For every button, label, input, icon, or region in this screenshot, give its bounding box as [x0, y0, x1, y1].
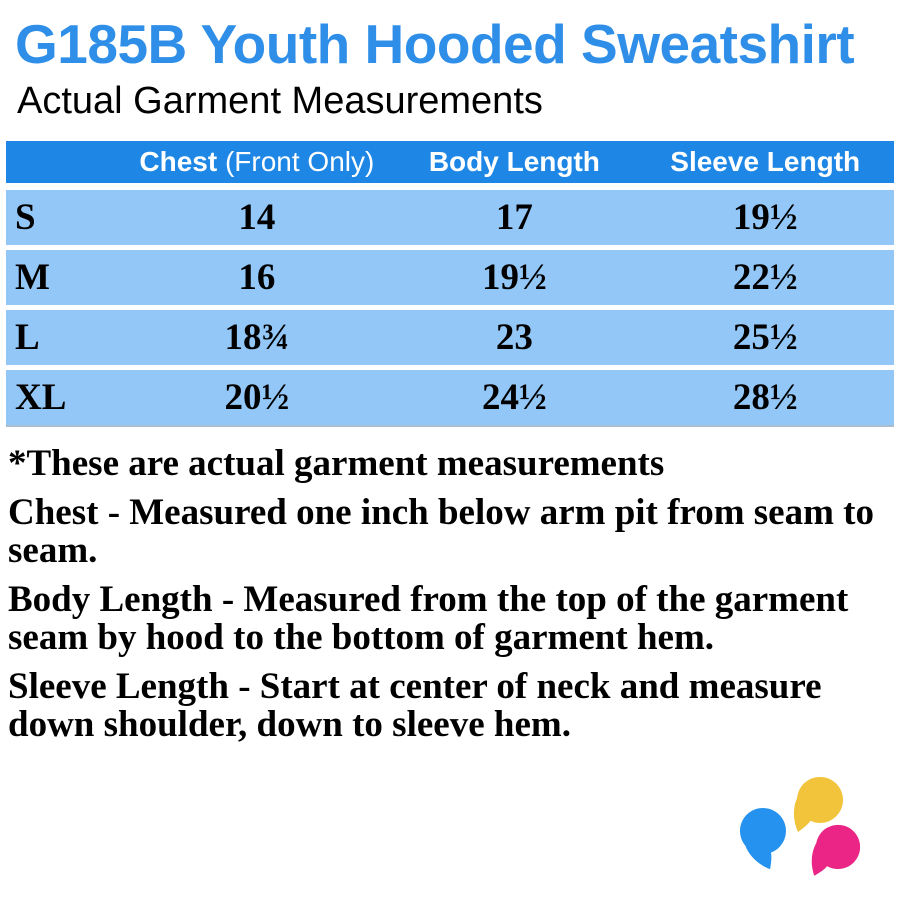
comma-yellow-icon — [793, 776, 844, 832]
table-row-m: M 16 19½ 22½ — [6, 250, 894, 305]
sleeve-length-value: 28½ — [732, 377, 798, 418]
table-row-s: S 14 17 19½ — [6, 190, 894, 245]
note-sleeve-length: Sleeve Length - Start at center of neck … — [8, 668, 896, 744]
sleeve-length-value: 25½ — [732, 317, 798, 358]
page-subtitle: Actual Garment Measurements — [17, 80, 543, 122]
comma-blue-icon — [730, 798, 802, 873]
header-body-length: Body Length — [428, 146, 600, 177]
size-label: M — [15, 257, 50, 298]
size-table: Chest (Front Only) Body Length Sleeve Le… — [6, 141, 894, 427]
size-label: L — [15, 317, 40, 358]
note-line: down shoulder, down to sleeve hem. — [8, 704, 571, 745]
note-line: Chest - Measured one inch below arm pit … — [8, 492, 874, 533]
sleeve-length-value: 22½ — [732, 257, 798, 298]
size-label: S — [15, 197, 36, 238]
note-chest: Chest - Measured one inch below arm pit … — [8, 494, 896, 570]
body-length-value: 23 — [495, 317, 533, 358]
note-line: *These are actual garment measurements — [8, 443, 665, 484]
body-length-value: 19½ — [481, 257, 547, 298]
header-chest: Chest (Front Only) — [121, 146, 392, 178]
size-label: XL — [15, 377, 67, 418]
table-row-xl: XL 20½ 24½ 28½ — [6, 370, 894, 427]
brand-logo — [730, 776, 862, 880]
header-sleeve-length: Sleeve Length — [670, 146, 861, 177]
header-chest-label: Chest — [139, 146, 218, 177]
chest-value: 16 — [238, 257, 276, 298]
chest-value: 20½ — [224, 377, 290, 418]
note-asterisk: *These are actual garment measurements — [8, 445, 896, 483]
header-chest-note: (Front Only) — [224, 146, 375, 177]
note-line: Sleeve Length - Start at center of neck … — [8, 666, 822, 707]
chest-value: 18¾ — [224, 317, 290, 358]
note-line: seam. — [8, 530, 98, 571]
note-body-length: Body Length - Measured from the top of t… — [8, 581, 896, 657]
note-line: Body Length - Measured from the top of t… — [8, 579, 849, 620]
body-length-value: 17 — [495, 197, 533, 238]
comma-pink-icon — [810, 822, 862, 880]
page-title: G185B Youth Hooded Sweatshirt — [15, 13, 855, 75]
note-line: seam by hood to the bottom of garment he… — [8, 617, 715, 658]
table-row-l: L 18¾ 23 25½ — [6, 310, 894, 365]
table-header-row: Chest (Front Only) Body Length Sleeve Le… — [6, 141, 894, 183]
body-length-value: 24½ — [481, 377, 547, 418]
sleeve-length-value: 19½ — [732, 197, 798, 238]
notes-section: *These are actual garment measurements C… — [8, 445, 896, 755]
chest-value: 14 — [238, 197, 276, 238]
